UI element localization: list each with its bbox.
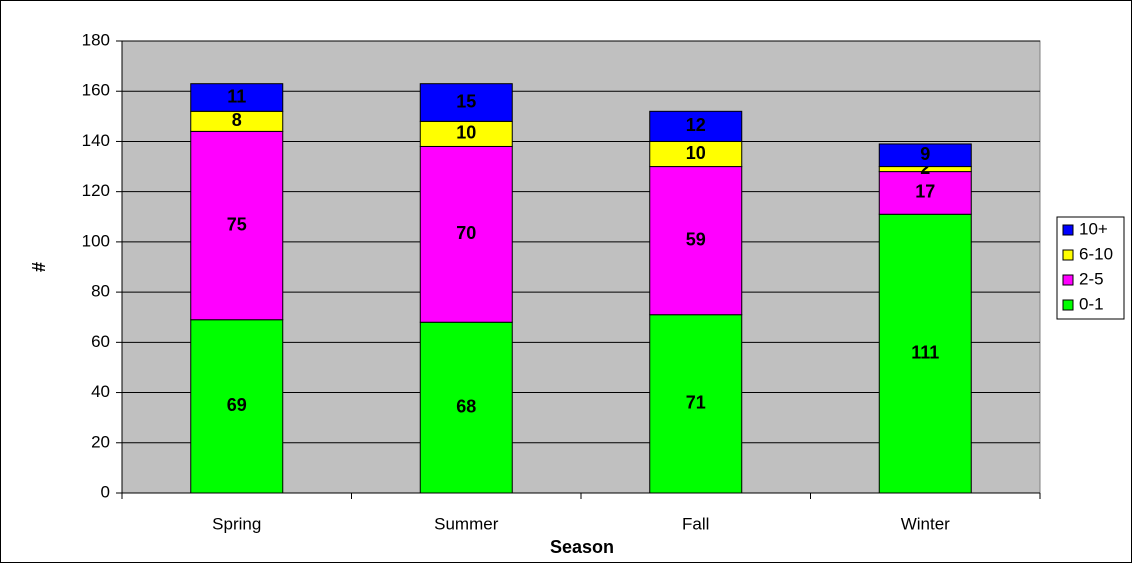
data-label: 70	[456, 223, 476, 243]
legend-label: 6-10	[1079, 244, 1113, 263]
x-tick-label: Winter	[901, 514, 950, 533]
y-tick-label: 40	[91, 382, 110, 401]
legend-swatch	[1062, 249, 1074, 261]
y-tick-label: 120	[82, 181, 110, 200]
bar-segment	[419, 83, 513, 122]
y-axis-label: #	[29, 262, 49, 272]
y-tick-label: 160	[82, 81, 110, 100]
bar-segment	[419, 321, 513, 494]
x-tick-label: Fall	[682, 514, 709, 533]
data-label: 17	[915, 182, 935, 202]
data-label: 69	[227, 395, 247, 415]
data-label: 111	[911, 342, 939, 362]
bar-segment	[649, 314, 743, 494]
data-label: 8	[232, 110, 242, 130]
data-label: 59	[686, 229, 706, 249]
legend-swatch	[1062, 274, 1074, 286]
y-tick-label: 0	[101, 482, 110, 501]
bar-segment	[878, 171, 972, 215]
data-label: 71	[686, 393, 706, 413]
legend-swatch	[1062, 224, 1074, 236]
legend-label: 10+	[1079, 219, 1108, 238]
bar-segment	[190, 319, 284, 494]
bar-segment	[878, 213, 972, 494]
y-tick-label: 140	[82, 131, 110, 150]
data-label: 10	[686, 143, 706, 163]
y-tick-label: 180	[82, 30, 110, 49]
data-label: 2	[920, 158, 930, 178]
data-label: 75	[227, 214, 247, 234]
bar-segment	[190, 83, 284, 112]
bar-segment	[649, 166, 743, 316]
data-label: 9	[920, 144, 930, 164]
legend-swatch	[1062, 299, 1074, 311]
x-axis-label: Season	[550, 537, 614, 557]
x-tick-label: Spring	[212, 514, 261, 533]
legend-label: 0-1	[1079, 294, 1104, 313]
y-tick-label: 100	[82, 231, 110, 250]
legend-label: 2-5	[1079, 269, 1104, 288]
bar-segment	[419, 145, 513, 323]
bar-segment	[878, 143, 972, 168]
bar-segment	[649, 110, 743, 142]
data-label: 68	[456, 396, 476, 416]
y-tick-label: 60	[91, 332, 110, 351]
bar-segment	[190, 130, 284, 321]
data-label: 12	[686, 115, 706, 135]
data-label: 11	[227, 86, 246, 106]
data-label: 15	[456, 91, 476, 111]
bar-segment	[649, 140, 743, 168]
y-tick-label: 20	[91, 432, 110, 451]
y-tick-label: 80	[91, 282, 110, 301]
data-label: 10	[456, 123, 476, 143]
x-tick-label: Summer	[434, 514, 499, 533]
